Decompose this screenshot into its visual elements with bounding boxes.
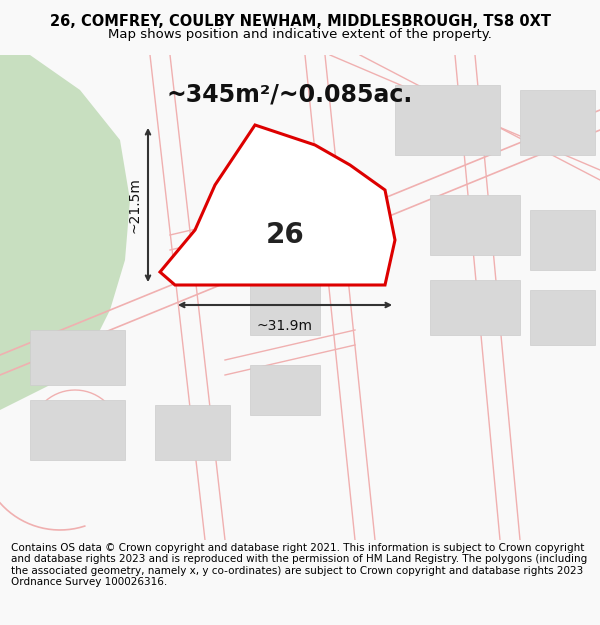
Bar <box>530 210 595 270</box>
Bar <box>155 405 230 460</box>
Text: Contains OS data © Crown copyright and database right 2021. This information is : Contains OS data © Crown copyright and d… <box>11 542 587 588</box>
Polygon shape <box>0 55 130 410</box>
Text: 26, COMFREY, COULBY NEWHAM, MIDDLESBROUGH, TS8 0XT: 26, COMFREY, COULBY NEWHAM, MIDDLESBROUG… <box>49 14 551 29</box>
Bar <box>430 280 520 335</box>
Text: 26: 26 <box>266 221 304 249</box>
Text: Map shows position and indicative extent of the property.: Map shows position and indicative extent… <box>108 28 492 41</box>
Bar <box>30 400 125 460</box>
Text: ~21.5m: ~21.5m <box>128 177 142 233</box>
Polygon shape <box>160 125 395 285</box>
Bar <box>395 85 500 155</box>
Bar <box>430 195 520 255</box>
Text: ~31.9m: ~31.9m <box>257 319 313 333</box>
Bar <box>250 365 320 415</box>
Bar <box>30 330 125 385</box>
Bar <box>520 90 595 155</box>
Text: ~345m²/~0.085ac.: ~345m²/~0.085ac. <box>167 83 413 107</box>
Bar <box>530 290 595 345</box>
Bar <box>250 280 320 335</box>
Bar <box>250 200 320 255</box>
